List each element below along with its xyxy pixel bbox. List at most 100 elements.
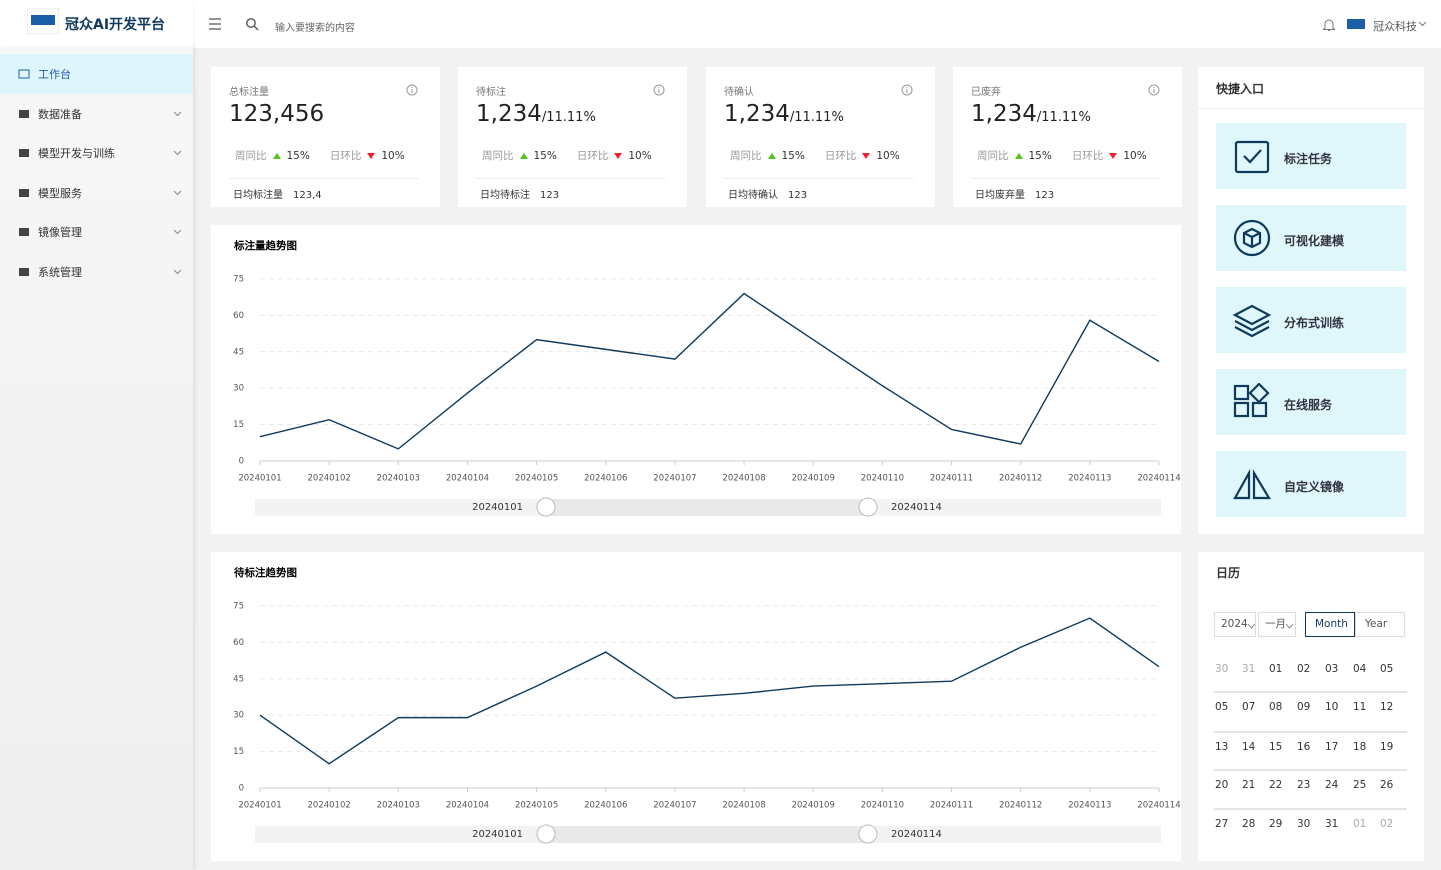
x-tick-label: 20240109 [792,801,835,811]
stat-value: 1,234 [724,101,790,127]
stat-compare: 周同比 15% 日环比 10% [977,148,1147,163]
user-caret[interactable] [1418,21,1427,27]
zoom-window [546,826,868,843]
avatar[interactable] [1347,19,1365,29]
calendar-day[interactable]: 15 [1269,741,1283,753]
menu-icon [18,69,30,79]
calendar-day[interactable]: 01 [1353,818,1367,830]
calendar-day[interactable]: 23 [1297,779,1311,791]
compare-value: 15% [781,149,805,162]
calendar-day[interactable]: 30 [1297,818,1311,830]
calendar-day[interactable]: 31 [1242,663,1256,675]
stat-footer: 日均待标注 123 [480,186,559,201]
mode-button[interactable]: Year [1355,612,1405,637]
calendar-day[interactable]: 31 [1325,818,1339,830]
calendar-day[interactable]: 27 [1215,818,1229,830]
calendar-day[interactable]: 14 [1242,741,1256,753]
calendar-day[interactable]: 04 [1353,663,1367,675]
calendar-day[interactable]: 22 [1269,779,1283,791]
menu-item[interactable]: 模型服务 [0,173,193,213]
quick-link[interactable]: 可视化建模 [1216,205,1406,271]
x-tick-label: 20240108 [722,474,765,484]
info-icon [901,84,913,96]
chevron [173,229,182,235]
divider [724,178,914,179]
menu-toggle[interactable] [208,18,222,30]
chevron [173,150,182,156]
calendar-day[interactable]: 20 [1215,779,1229,791]
footer-value: 123,4 [293,190,322,201]
menu-label: 模型开发与训练 [38,147,115,160]
quick-label: 分布式训练 [1284,316,1345,330]
calendar-day[interactable]: 05 [1215,701,1229,713]
calendar-day[interactable]: 30 [1215,663,1229,675]
calendar-day[interactable]: 11 [1353,701,1367,713]
compare-label: 日环比 [329,150,362,162]
quick-label: 自定义镜像 [1284,480,1345,494]
calendar-day[interactable]: 02 [1297,663,1311,675]
arrow [1109,152,1118,159]
menu-item[interactable]: 模型开发与训练 [0,133,193,173]
icon-shape [1233,384,1250,401]
y-tick-label: 75 [233,602,244,612]
calendar-day[interactable]: 17 [1325,741,1339,753]
calendar-day[interactable]: 28 [1242,818,1256,830]
menu-icon [19,109,29,118]
calendar-day[interactable]: 21 [1242,779,1256,791]
calendar-day[interactable]: 26 [1380,779,1394,791]
stat-card: 待标注 1,234/11.11% 周同比 15% 日环比 10% 日均待标注 123 [458,67,687,207]
calendar-day[interactable]: 07 [1242,701,1256,713]
up-arrow [767,152,776,159]
y-tick-label: 0 [239,457,244,467]
calendar-day[interactable]: 16 [1297,741,1311,753]
x-tick-label: 20240103 [377,474,420,484]
menu-item[interactable]: 镜像管理 [0,212,193,252]
chart-title: 标注量趋势图 [233,239,297,252]
calendar-day[interactable]: 25 [1353,779,1367,791]
quick-link[interactable]: 在线服务 [1216,369,1406,435]
menu-item[interactable]: 系统管理 [0,252,193,292]
calendar-day[interactable]: 09 [1297,701,1311,713]
x-tick-label: 20240104 [446,474,489,484]
calendar-day[interactable]: 05 [1380,663,1394,675]
y-tick-label: 15 [233,747,244,757]
stat-suffix: /11.11% [1036,110,1091,125]
info-circle [901,84,913,96]
calendar-day[interactable]: 01 [1269,663,1283,675]
calendar-day[interactable]: 19 [1380,741,1394,753]
menu-item[interactable]: 工作台 [0,54,193,94]
stat-value: 123,456 [229,101,325,127]
bell-icon[interactable] [1322,17,1336,32]
mode-button[interactable]: Month [1305,612,1355,637]
quick-link[interactable]: 分布式训练 [1216,287,1406,353]
quick-link[interactable]: 标注任务 [1216,123,1406,189]
calendar-day[interactable]: 29 [1269,818,1283,830]
year-select[interactable]: 2024 [1214,612,1256,637]
y-tick-label: 0 [239,784,244,794]
user-name[interactable]: 冠众科技 [1373,20,1417,33]
x-tick-label: 20240113 [1068,474,1111,484]
divider [476,178,666,179]
calendar-day[interactable]: 18 [1353,741,1367,753]
arrow [519,152,528,159]
up-arrow [519,152,528,159]
stat-footer: 日均待确认 123 [728,186,807,201]
calendar-day[interactable]: 02 [1380,818,1394,830]
x-tick-label: 20240101 [238,801,281,811]
quick-link[interactable]: 自定义镜像 [1216,451,1406,517]
calendar-day[interactable]: 03 [1325,663,1339,675]
compare-label: 周同比 [235,150,267,162]
calendar-day[interactable]: 10 [1325,701,1339,713]
menu-item[interactable]: 数据准备 [0,94,193,134]
calendar-day[interactable]: 08 [1269,701,1283,713]
month-select[interactable]: 一月 [1258,612,1296,637]
search-icon[interactable] [245,17,259,31]
x-tick-label: 20240114 [1137,474,1180,484]
calendar-day[interactable]: 24 [1325,779,1339,791]
x-tick-label: 20240111 [930,474,973,484]
calendar-day[interactable]: 13 [1215,741,1229,753]
calendar-day[interactable]: 12 [1380,701,1394,713]
icon-shape [1232,304,1272,338]
x-tick-label: 20240110 [861,474,904,484]
search-input[interactable]: 输入要搜索的内容 [275,23,355,34]
